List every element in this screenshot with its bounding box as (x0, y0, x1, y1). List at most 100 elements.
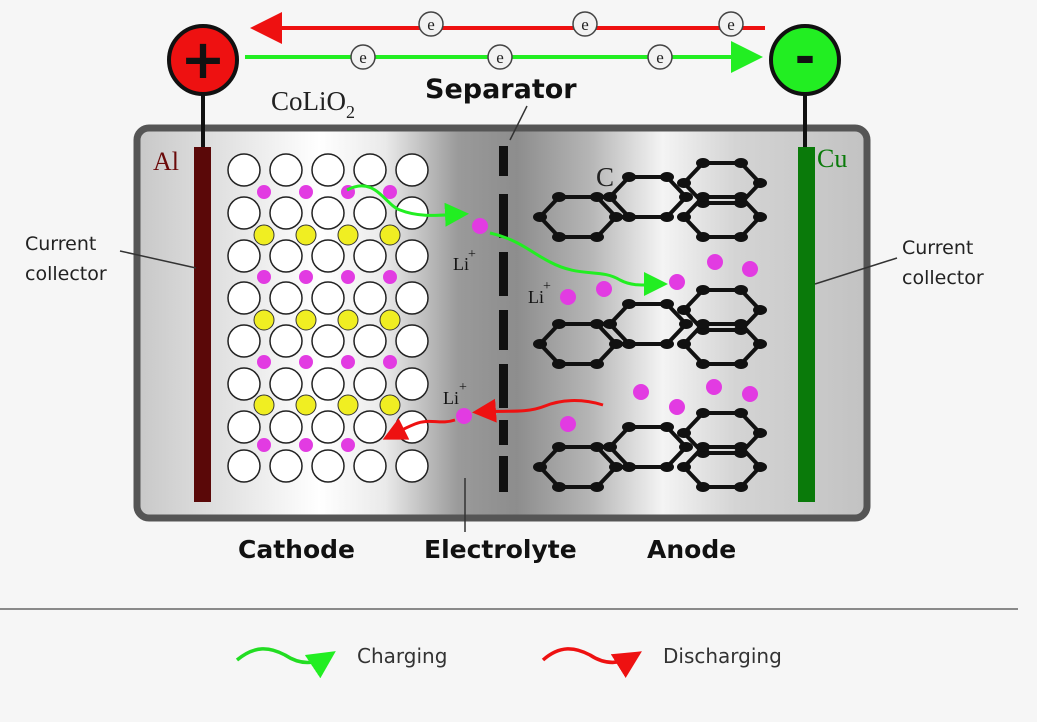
svg-text:Li: Li (443, 388, 459, 408)
electron (647, 44, 673, 70)
current-collector-right-line2: collector (902, 267, 984, 289)
separator-segment (499, 364, 508, 408)
electron (350, 44, 376, 70)
oxygen-atom (353, 153, 387, 187)
carbon-atom (696, 408, 710, 418)
oxygen-atom (269, 281, 303, 315)
carbon-atom (734, 482, 748, 492)
charging-ion-path (346, 184, 469, 227)
cobalt-atom (379, 224, 401, 246)
electron-symbol: e (427, 15, 435, 34)
oxygen-atom (269, 410, 303, 444)
oxygen-atom (269, 324, 303, 358)
carbon-atom (552, 319, 566, 329)
electron (718, 11, 744, 37)
lithium-ion (299, 185, 313, 199)
carbon-atom (679, 319, 693, 329)
carbon-atom (660, 299, 674, 309)
lithium-ion (742, 386, 758, 402)
carbon-atom (609, 462, 623, 472)
carbon-atom (622, 299, 636, 309)
lithium-ion (669, 399, 685, 415)
separator-segment (499, 310, 508, 350)
carbon-atom (603, 442, 617, 452)
carbon-atom (734, 319, 748, 329)
graphite-anode (533, 158, 767, 492)
carbon-atom (753, 428, 767, 438)
aluminum-label: Al (153, 147, 179, 176)
anode-material-label: C (596, 162, 614, 192)
lithium-ion (669, 274, 685, 290)
carbon-atom (753, 462, 767, 472)
electron-symbol: e (581, 15, 589, 34)
lithium-ion (299, 438, 313, 452)
oxygen-atom (311, 153, 345, 187)
copper-current-collector (798, 147, 815, 502)
lithium-ion (596, 281, 612, 297)
electron-symbol: e (656, 48, 664, 67)
cobalt-atom (253, 394, 275, 416)
cobalt-atom (295, 394, 317, 416)
li-ion-label-3: Li + (443, 380, 467, 408)
legend-discharging-swatch (541, 647, 642, 678)
carbon-atom (603, 319, 617, 329)
oxygen-atom (353, 281, 387, 315)
carbon-atom (734, 192, 748, 202)
electron-symbol: e (496, 48, 504, 67)
oxygen-atom (227, 324, 261, 358)
carbon-atom (679, 442, 693, 452)
carbon-atom (677, 305, 691, 315)
electron (487, 44, 513, 70)
carbon-atom (679, 192, 693, 202)
oxygen-atom (311, 410, 345, 444)
electron (572, 11, 598, 37)
oxygen-atom (311, 239, 345, 273)
oxygen-atom (311, 324, 345, 358)
carbon-atom (622, 462, 636, 472)
oxygen-atom (353, 410, 387, 444)
negative-terminal: - (769, 24, 841, 96)
oxygen-atom (395, 449, 429, 483)
anode-label: Anode (647, 535, 736, 564)
carbon-atom (677, 339, 691, 349)
lithium-ion (472, 218, 488, 234)
oxygen-atom (311, 281, 345, 315)
lithium-ion (299, 355, 313, 369)
positive-symbol: + (180, 28, 225, 91)
cobalt-atom (337, 309, 359, 331)
carbon-atom (533, 462, 547, 472)
carbon-atom (590, 319, 604, 329)
carbon-atom (590, 482, 604, 492)
lithium-ion (341, 270, 355, 284)
oxygen-atom (227, 196, 261, 230)
free-li-ions (456, 218, 758, 432)
lithium-ion (341, 355, 355, 369)
carbon-atom (603, 192, 617, 202)
carbon-atom (609, 212, 623, 222)
oxygen-atom (269, 367, 303, 401)
current-collector-right-leader (814, 257, 898, 285)
separator-segment (499, 252, 508, 296)
carbon-atom (696, 442, 710, 452)
oxygen-atom (227, 449, 261, 483)
lithium-ion (706, 379, 722, 395)
carbon-atom (734, 359, 748, 369)
lithium-ion (257, 438, 271, 452)
separator-label: Separator (425, 74, 577, 105)
carbon-atom (660, 422, 674, 432)
current-collector-left-line2: collector (25, 263, 107, 285)
oxygen-atom (227, 153, 261, 187)
carbon-atom (622, 339, 636, 349)
lithium-ion (257, 355, 271, 369)
carbon-atom (590, 232, 604, 242)
negative-symbol: - (795, 28, 816, 86)
carbon-atom (734, 408, 748, 418)
oxygen-atom (269, 153, 303, 187)
carbon-atom (734, 442, 748, 452)
cathode-label: Cathode (238, 535, 355, 564)
electron-symbol: e (359, 48, 367, 67)
lithium-ion (707, 254, 723, 270)
separator-segment (499, 194, 508, 238)
li-ion-label-2: Li + (528, 279, 551, 307)
